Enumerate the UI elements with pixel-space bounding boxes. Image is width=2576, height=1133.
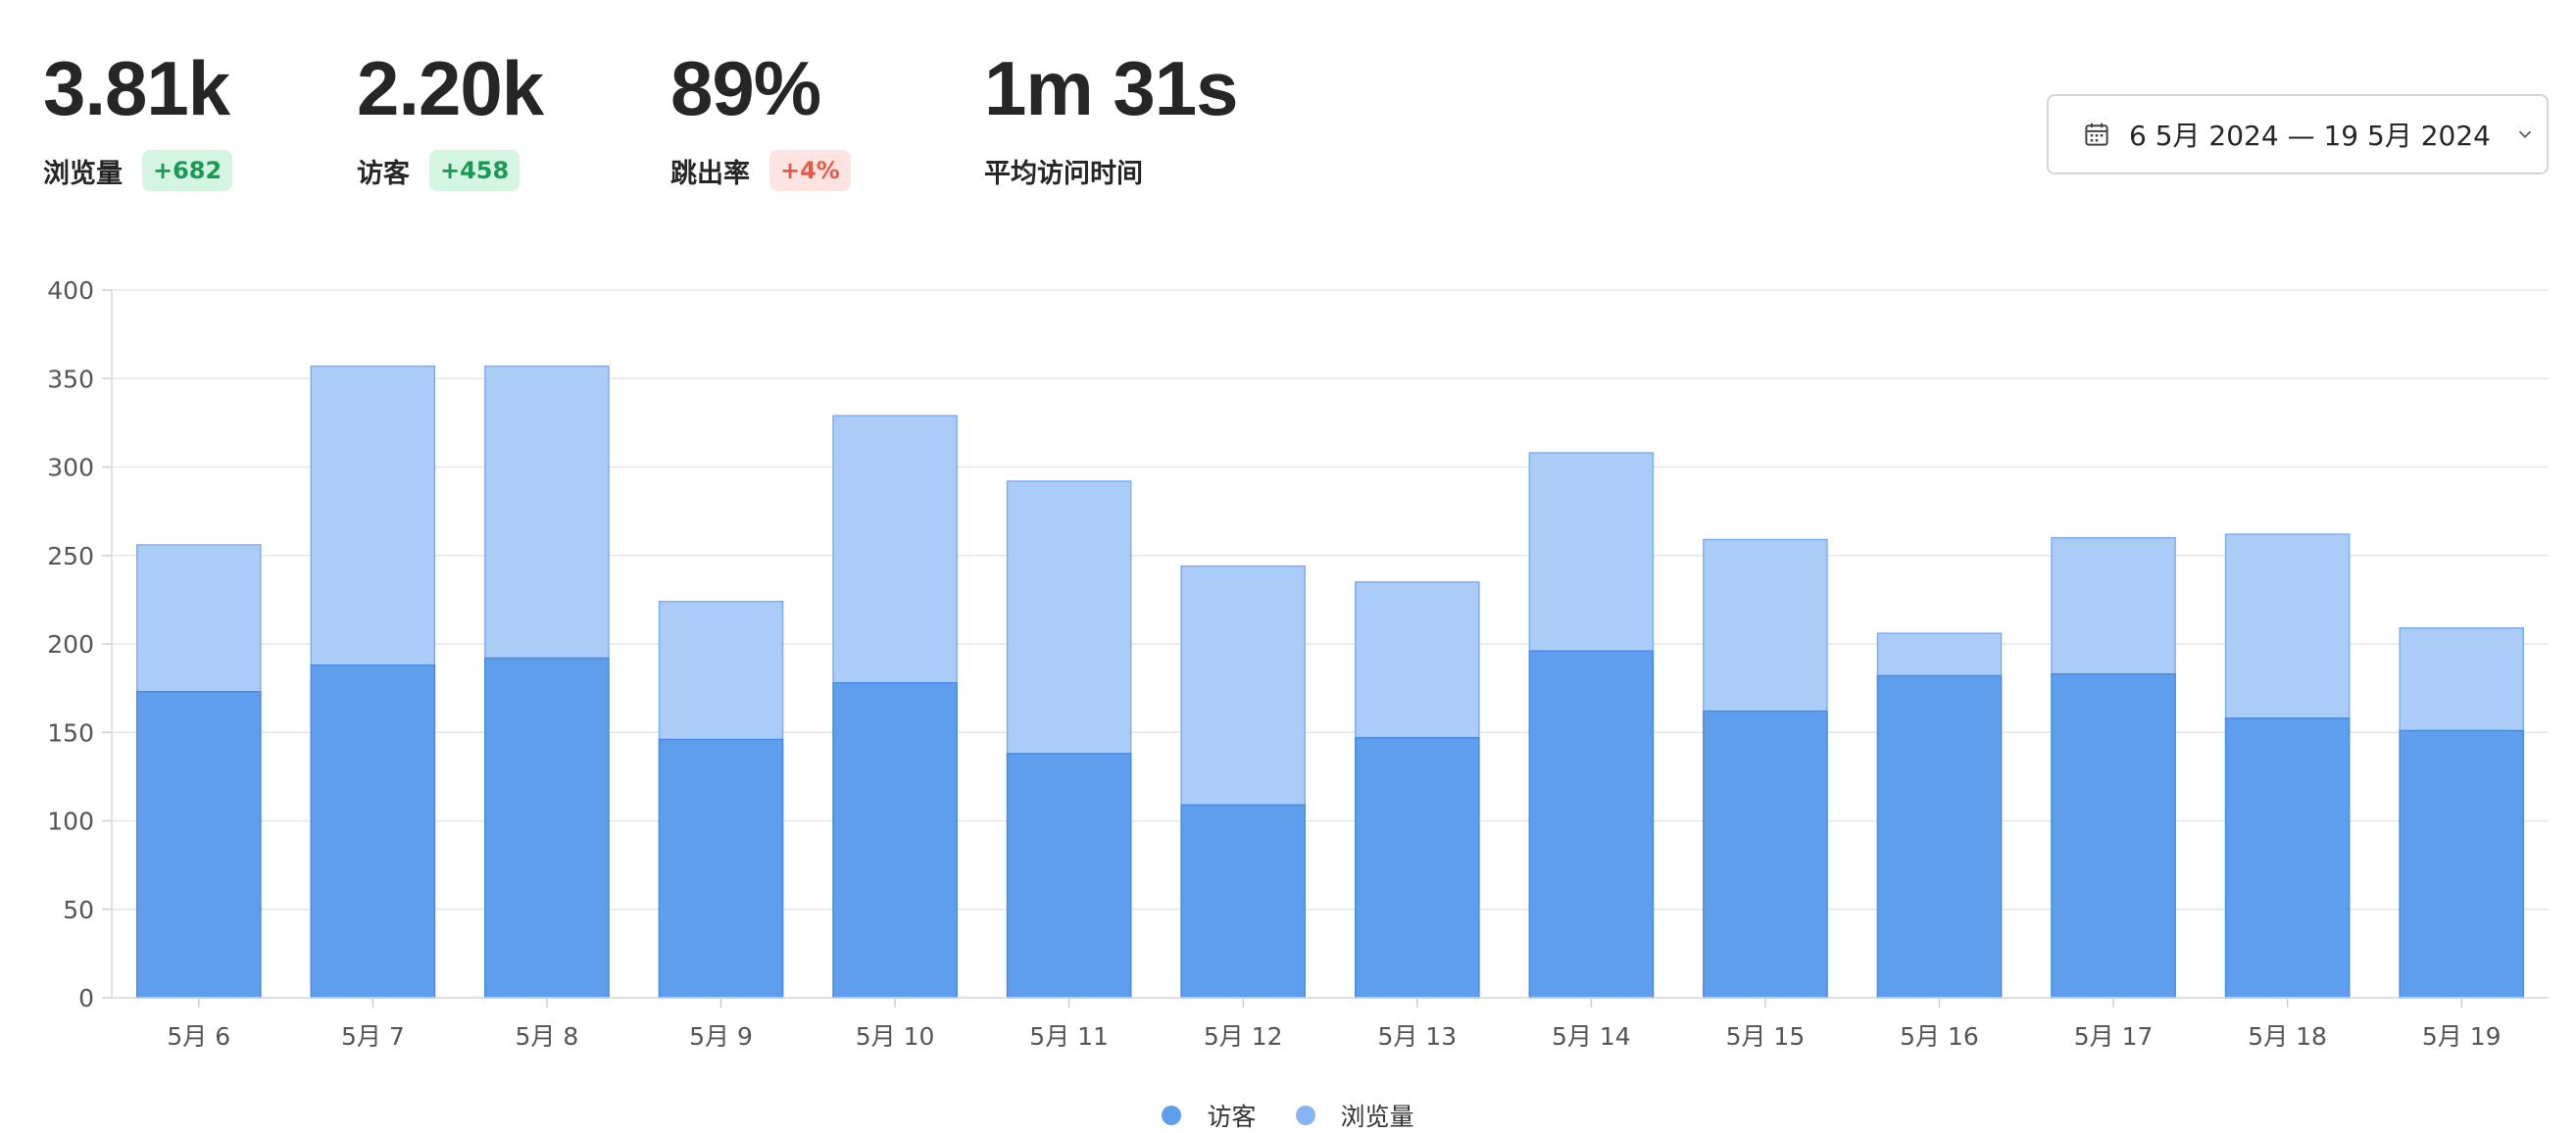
stat-visitors: 2.20k 访客 +458 [357,39,670,192]
bar-visitors[interactable] [135,690,262,999]
bar-visitors[interactable] [832,681,958,999]
legend-swatch [1162,1106,1182,1125]
bar-visitors[interactable] [310,664,436,999]
x-tick-label: 5月 14 [1552,1022,1631,1051]
legend-item-pageviews[interactable]: 浏览量 [1295,1098,1414,1133]
legend-label: 浏览量 [1340,1103,1414,1131]
y-tick-label: 400 [47,276,94,305]
stat-meta: 平均访问时间 [984,149,1376,192]
bar-visitors[interactable] [2224,717,2351,999]
stat-value: 89% [670,45,821,131]
y-tick-label: 150 [47,718,94,747]
stat-label: 浏览量 [43,158,123,189]
stat-label: 访客 [357,158,410,189]
y-tick-label: 100 [47,808,94,836]
x-tick-label: 5月 8 [516,1022,579,1051]
x-tick-label: 5月 13 [1377,1022,1457,1051]
x-tick-label: 5月 15 [1726,1022,1806,1051]
stat-meta: 访客 +458 [357,149,670,192]
y-tick-label: 0 [78,984,94,1012]
x-tick-label: 5月 9 [689,1022,753,1051]
x-tick-label: 5月 12 [1204,1022,1283,1051]
y-tick-label: 300 [47,454,94,482]
x-tick-label: 5月 7 [341,1022,405,1051]
bar-visitors[interactable] [2051,672,2176,999]
change-badge: +4% [769,150,851,191]
stat-avg-visit-time: 1m 31s 平均访问时间 [984,39,1376,192]
stat-pageviews: 3.81k 浏览量 +682 [43,39,357,192]
stat-value: 3.81k [43,45,230,131]
stat-bounce-rate: 89% 跳出率 +4% [670,39,984,192]
x-tick-label: 5月 17 [2074,1022,2154,1051]
stat-label: 平均访问时间 [984,158,1143,189]
bar-visitors[interactable] [1354,736,1480,999]
y-tick-label: 350 [47,365,94,393]
bar-visitors[interactable] [484,657,610,999]
stat-value: 2.20k [357,45,544,131]
chart-legend: 访客 浏览量 [0,1098,2576,1133]
y-tick-label: 200 [47,630,94,659]
x-tick-label: 5月 10 [856,1022,935,1051]
x-tick-label: 5月 6 [167,1022,230,1051]
date-range-picker[interactable]: 6 5月 2024 — 19 5月 2024 [2047,94,2549,174]
x-tick-label: 5月 16 [1900,1022,1979,1051]
x-tick-label: 5月 18 [2248,1022,2327,1051]
stat-label: 跳出率 [670,158,750,189]
bar-visitors[interactable] [1528,650,1655,999]
legend-item-visitors[interactable]: 访客 [1162,1098,1257,1133]
date-range-text: 6 5月 2024 — 19 5月 2024 [2129,120,2491,152]
bar-chart: 0 50 100 150 200 250 300 350 400 5月 6 5月 7 5月 8 5月 9… [47,276,2549,1051]
legend-label: 访客 [1207,1103,1257,1131]
bar-visitors[interactable] [1703,710,1828,999]
y-tick-label: 50 [63,896,94,924]
change-badge: +682 [142,150,233,191]
stat-meta: 浏览量 +682 [43,149,357,192]
stat-value: 1m 31s [984,45,1239,131]
bar-visitors[interactable] [1180,804,1307,999]
calendar-icon [2085,123,2108,146]
stats-row: 3.81k 浏览量 +682 2.20k 访客 +458 89% 跳出率 +4%… [43,39,1376,192]
x-tick-label: 5月 19 [2422,1022,2502,1051]
bar-visitors[interactable] [1006,753,1132,999]
chevron-down-icon [2518,130,2532,138]
bar-visitors[interactable] [658,738,784,999]
legend-swatch [1295,1106,1315,1125]
change-badge: +458 [429,150,520,191]
x-tick-label: 5月 11 [1029,1022,1109,1051]
y-tick-label: 250 [47,542,94,570]
bar-visitors[interactable] [1876,674,2003,999]
bar-visitors[interactable] [2399,729,2525,999]
stat-meta: 跳出率 +4% [670,149,984,192]
